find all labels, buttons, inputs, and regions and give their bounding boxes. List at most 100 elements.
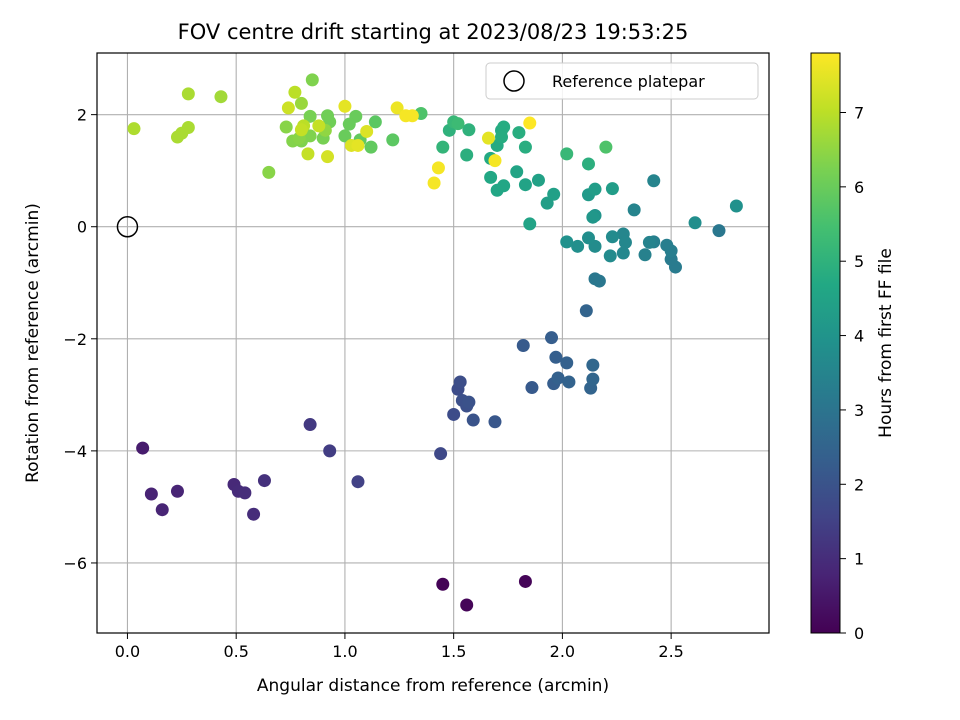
data-point bbox=[605, 230, 619, 244]
y-axis-label: Rotation from reference (arcmin) bbox=[23, 203, 43, 483]
data-point bbox=[531, 173, 545, 187]
data-point bbox=[321, 150, 335, 164]
data-point bbox=[144, 487, 158, 501]
data-point bbox=[351, 138, 365, 152]
data-point bbox=[488, 154, 502, 168]
data-point bbox=[262, 165, 276, 179]
x-tick-label: 2.5 bbox=[658, 642, 683, 661]
data-point bbox=[571, 239, 585, 253]
data-point bbox=[510, 165, 524, 179]
data-point bbox=[460, 598, 474, 612]
colorbar: 0 1 2 3 4 5 6 7 Hours from first FF file bbox=[810, 52, 896, 643]
data-point bbox=[342, 117, 356, 131]
data-point bbox=[170, 130, 184, 144]
data-point bbox=[181, 87, 195, 101]
x-tick-label: 0.5 bbox=[223, 642, 248, 661]
data-point bbox=[729, 199, 743, 213]
y-tick-label: −4 bbox=[63, 442, 87, 461]
data-point bbox=[545, 331, 559, 345]
data-point bbox=[288, 85, 302, 99]
data-point bbox=[312, 119, 326, 133]
data-point bbox=[605, 182, 619, 196]
data-point bbox=[484, 170, 498, 184]
scatter-points bbox=[127, 73, 743, 612]
data-point bbox=[460, 148, 474, 162]
data-point bbox=[170, 484, 184, 498]
data-point bbox=[462, 395, 476, 409]
y-tick-label: −2 bbox=[63, 330, 87, 349]
x-tick-label: 1.0 bbox=[332, 642, 357, 661]
data-point bbox=[581, 231, 595, 245]
colorbar-gradient bbox=[810, 52, 841, 634]
data-point bbox=[434, 447, 448, 461]
data-point bbox=[338, 129, 352, 143]
y-axis-ticks: −6 −4 −2 0 2 bbox=[63, 106, 97, 573]
data-point bbox=[660, 238, 674, 252]
data-point bbox=[294, 96, 308, 110]
data-point bbox=[518, 178, 532, 192]
x-tick-label: 2.0 bbox=[550, 642, 575, 661]
data-point bbox=[303, 418, 317, 432]
colorbar-label: Hours from first FF file bbox=[876, 248, 896, 438]
data-point bbox=[405, 109, 419, 123]
data-point bbox=[436, 577, 450, 591]
data-point bbox=[360, 124, 374, 138]
colorbar-tick-label: 3 bbox=[854, 401, 864, 420]
data-point bbox=[247, 507, 261, 521]
data-point bbox=[518, 140, 532, 154]
colorbar-tick-label: 4 bbox=[854, 327, 864, 346]
chart-title: FOV centre drift starting at 2023/08/23 … bbox=[178, 20, 689, 44]
legend-box bbox=[485, 62, 759, 100]
data-point bbox=[453, 375, 467, 389]
y-tick-label: 2 bbox=[77, 106, 87, 125]
data-point bbox=[447, 407, 461, 421]
data-point bbox=[466, 413, 480, 427]
data-point bbox=[488, 415, 502, 429]
data-point bbox=[618, 235, 632, 249]
data-point bbox=[540, 196, 554, 210]
data-point bbox=[627, 203, 641, 217]
colorbar-tick-label: 5 bbox=[854, 252, 864, 271]
data-point bbox=[616, 246, 630, 260]
data-point bbox=[257, 474, 271, 488]
data-point bbox=[549, 350, 563, 364]
data-point bbox=[364, 140, 378, 154]
data-point bbox=[351, 475, 365, 489]
data-point bbox=[560, 235, 574, 249]
legend: Reference platepar bbox=[485, 62, 759, 100]
y-tick-label: −6 bbox=[63, 554, 87, 573]
data-point bbox=[712, 224, 726, 238]
grid-lines bbox=[97, 53, 769, 633]
data-point bbox=[294, 123, 308, 137]
data-point bbox=[368, 115, 382, 129]
data-point bbox=[338, 99, 352, 113]
data-point bbox=[592, 274, 606, 288]
data-point bbox=[603, 249, 617, 263]
data-point bbox=[523, 116, 537, 130]
x-tick-label: 0.0 bbox=[115, 642, 140, 661]
data-point bbox=[436, 140, 450, 154]
y-tick-label: 0 bbox=[77, 218, 87, 237]
data-point bbox=[462, 123, 476, 137]
data-point bbox=[281, 101, 295, 115]
data-point bbox=[303, 109, 317, 123]
data-point bbox=[638, 248, 652, 262]
data-point bbox=[560, 147, 574, 161]
x-tick-label: 1.5 bbox=[441, 642, 466, 661]
data-point bbox=[214, 90, 228, 104]
data-point bbox=[586, 358, 600, 372]
data-point bbox=[599, 140, 613, 154]
data-point bbox=[523, 217, 537, 231]
data-point bbox=[127, 122, 141, 136]
data-point bbox=[579, 304, 593, 318]
data-point bbox=[562, 375, 576, 389]
data-point bbox=[586, 210, 600, 224]
data-point bbox=[518, 574, 532, 588]
colorbar-tick-label: 7 bbox=[854, 103, 864, 122]
plot-frame bbox=[96, 52, 770, 634]
data-point bbox=[647, 174, 661, 188]
data-point bbox=[586, 372, 600, 386]
x-axis-label: Angular distance from reference (arcmin) bbox=[257, 676, 609, 696]
colorbar-ticks: 0 1 2 3 4 5 6 7 bbox=[840, 103, 864, 643]
